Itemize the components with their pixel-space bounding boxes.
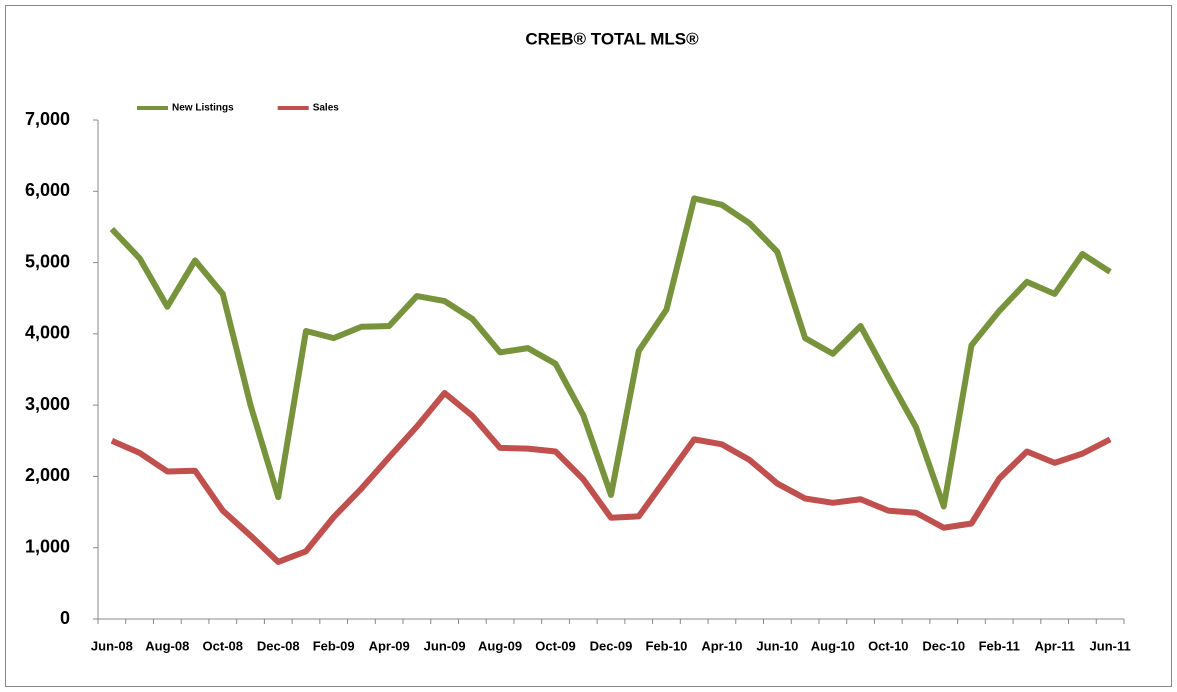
x-tick-label: Apr-11 — [1034, 638, 1074, 653]
x-tick-label: Apr-09 — [369, 638, 410, 653]
series-line — [110, 390, 1112, 565]
x-tick-label: Apr-10 — [701, 638, 742, 653]
x-tick-label: Aug-09 — [478, 638, 522, 653]
x-tick-label: Feb-10 — [646, 638, 688, 653]
y-tick-label: 6,000 — [25, 180, 70, 200]
x-tick-label: Aug-10 — [811, 638, 855, 653]
y-tick-label: 2,000 — [25, 465, 70, 485]
y-tick-label: 5,000 — [25, 251, 70, 271]
chart-title: CREB® TOTAL MLS® — [525, 29, 699, 48]
x-tick-label: Jun-09 — [424, 638, 466, 653]
chart-frame — [5, 5, 1172, 687]
x-tick-label: Oct-10 — [868, 638, 908, 653]
x-tick-label: Jun-08 — [91, 638, 133, 653]
series-line — [109, 195, 1112, 510]
x-tick-label: Dec-10 — [922, 638, 965, 653]
legend-label: New Listings — [172, 103, 234, 114]
y-tick-label: 0 — [60, 608, 70, 628]
legend-label: Sales — [313, 103, 340, 114]
y-tick-label: 4,000 — [25, 323, 70, 343]
x-tick-label: Jun-11 — [1090, 638, 1131, 653]
x-tick-label: Aug-08 — [145, 638, 189, 653]
x-tick-label: Jun-10 — [756, 638, 798, 653]
x-tick-label: Feb-11 — [979, 638, 1020, 653]
x-tick-label: Oct-09 — [535, 638, 575, 653]
x-tick-label: Feb-09 — [313, 638, 355, 653]
x-tick-label: Oct-08 — [203, 638, 243, 653]
y-tick-label: 7,000 — [25, 109, 70, 129]
x-tick-label: Dec-09 — [590, 638, 633, 653]
y-tick-label: 1,000 — [25, 536, 70, 556]
y-tick-label: 3,000 — [25, 394, 70, 414]
x-tick-label: Dec-08 — [257, 638, 300, 653]
